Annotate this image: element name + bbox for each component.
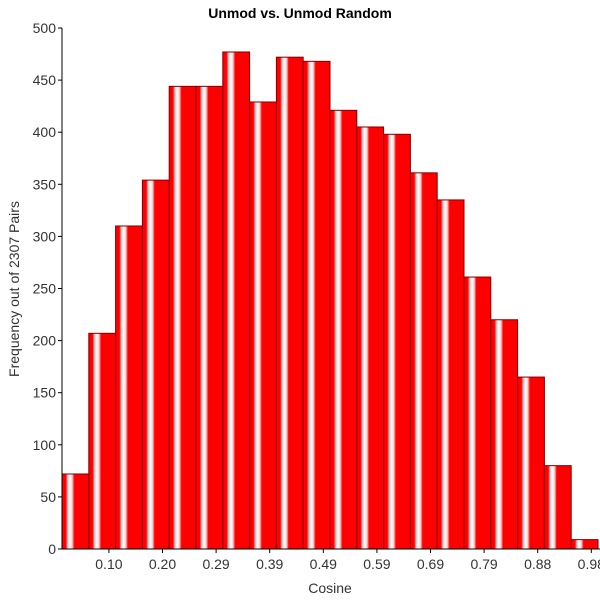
x-tick-label: 0.69 (417, 556, 444, 572)
x-tick-label: 0.49 (310, 556, 337, 572)
y-tick-label: 50 (40, 489, 56, 505)
x-tick-label: 0.59 (363, 556, 390, 572)
histogram-bar (383, 133, 411, 550)
histogram-bar (570, 539, 599, 550)
y-tick-label: 150 (33, 385, 57, 401)
x-tick-label: 0.10 (95, 556, 122, 572)
y-tick-label: 100 (33, 437, 57, 453)
histogram-bar (543, 465, 572, 550)
histogram-bar (275, 56, 304, 550)
x-tick-label: 0.98 (578, 556, 600, 572)
histogram-bar (463, 276, 492, 550)
chart-title: Unmod vs. Unmod Random (208, 5, 392, 21)
histogram-bar (88, 332, 117, 550)
histogram-bar (356, 126, 385, 550)
x-ticks-group: 0.10 0.20 0.29 0.39 0.49 0.59 0.69 0.79 0.88 0.98 (95, 549, 600, 572)
histogram-bar (490, 319, 519, 550)
histogram-bar (409, 172, 438, 550)
y-tick-label: 350 (33, 176, 57, 192)
x-tick-label: 0.88 (524, 556, 551, 572)
histogram-bar (222, 51, 251, 550)
x-tick-label: 0.20 (149, 556, 176, 572)
histogram-bar (517, 376, 545, 550)
x-tick-label: 0.79 (470, 556, 497, 572)
x-tick-label: 0.39 (256, 556, 283, 572)
y-tick-label: 200 (33, 333, 57, 349)
y-tick-label: 0 (48, 541, 56, 557)
y-tick-label: 450 (33, 72, 57, 88)
y-ticks-group: 0 50 100 150 200 250 300 350 400 450 500 (33, 20, 62, 557)
histogram-bar (329, 109, 358, 550)
y-tick-label: 400 (33, 124, 57, 140)
histogram-bar (249, 101, 277, 550)
histogram-bar (436, 199, 465, 550)
histogram-bar (195, 85, 224, 550)
y-tick-label: 500 (33, 20, 57, 36)
y-tick-label: 300 (33, 228, 57, 244)
x-tick-label: 0.29 (202, 556, 229, 572)
histogram-bar (61, 473, 90, 550)
bars-group (61, 51, 599, 550)
y-tick-label: 250 (33, 281, 57, 297)
x-axis-label: Cosine (308, 580, 352, 596)
histogram-bar (168, 85, 197, 550)
histogram-bar (115, 225, 143, 550)
y-axis-label: Frequency out of 2307 Pairs (6, 201, 22, 377)
histogram-bar (141, 179, 170, 550)
histogram-bar (302, 60, 331, 550)
